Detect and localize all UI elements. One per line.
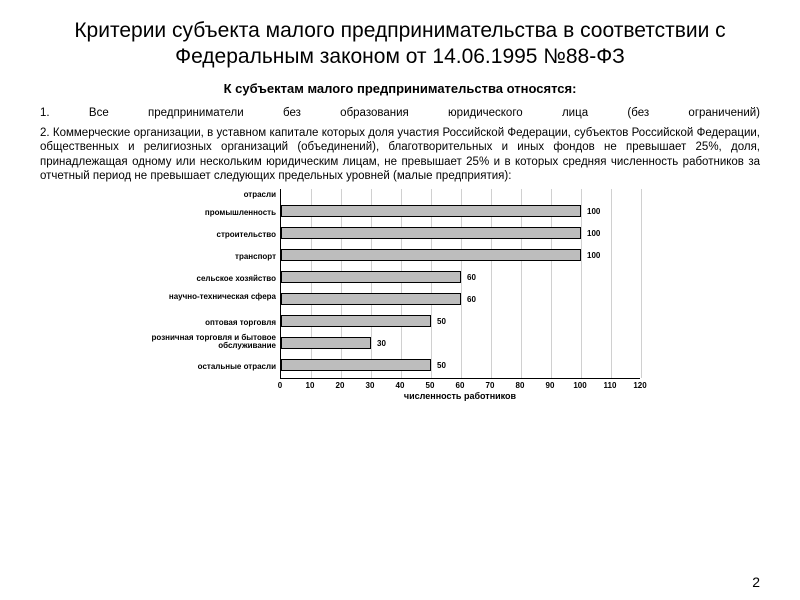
bar-row: 100 [281, 201, 641, 221]
bar-row: 60 [281, 289, 641, 309]
category-label: остальные отрасли [150, 363, 276, 371]
x-tick: 0 [278, 381, 282, 390]
category-label: оптовая торговля [150, 319, 276, 327]
bar-value: 50 [437, 317, 446, 326]
bar [281, 227, 581, 239]
bar [281, 293, 461, 305]
page-number: 2 [752, 574, 760, 590]
bar [281, 359, 431, 371]
bar [281, 337, 371, 349]
bar-value: 100 [587, 207, 600, 216]
x-tick: 80 [516, 381, 525, 390]
x-tick: 10 [306, 381, 315, 390]
x-tick: 60 [456, 381, 465, 390]
slide: Критерии субъекта малого предприниматель… [0, 0, 800, 600]
paragraph-1: 1. Все предприниматели без образования ю… [40, 106, 760, 120]
x-tick: 20 [336, 381, 345, 390]
bar-row: 100 [281, 223, 641, 243]
bar [281, 271, 461, 283]
bar [281, 205, 581, 217]
y-axis-title: отрасли [150, 191, 276, 199]
x-tick: 90 [546, 381, 555, 390]
x-tick: 100 [573, 381, 586, 390]
paragraph-2: 2. Коммерческие организации, в уставном … [40, 126, 760, 184]
bar-row: 30 [281, 333, 641, 353]
category-label: розничная торговля и бытовое обслуживани… [150, 334, 276, 350]
bar-row: 50 [281, 311, 641, 331]
x-tick: 40 [396, 381, 405, 390]
bar-chart: отрасли промышленность строительство тра… [150, 189, 650, 401]
bar-row: 50 [281, 355, 641, 375]
x-axis-ticks: 0102030405060708090100110120 [280, 379, 640, 391]
grid-line [641, 189, 642, 378]
x-tick: 120 [633, 381, 646, 390]
bar-row: 100 [281, 245, 641, 265]
x-tick: 110 [604, 381, 617, 390]
category-label: сельское хозяйство [150, 275, 276, 283]
bar [281, 315, 431, 327]
subtitle: К субъектам малого предпринимательства о… [40, 81, 760, 96]
bar-value: 100 [587, 229, 600, 238]
bar-value: 100 [587, 251, 600, 260]
category-label: транспорт [150, 253, 276, 261]
x-tick: 30 [366, 381, 375, 390]
category-label: научно-техническая сфера [150, 293, 276, 301]
bar [281, 249, 581, 261]
bar-value: 30 [377, 339, 386, 348]
x-axis-title: численность работников [280, 391, 640, 401]
bar-value: 60 [467, 295, 476, 304]
page-title: Критерии субъекта малого предприниматель… [40, 18, 760, 71]
plot-area: 100 100 100 60 60 50 30 50 [280, 189, 640, 379]
x-tick: 70 [486, 381, 495, 390]
bar-row: 60 [281, 267, 641, 287]
x-tick: 50 [426, 381, 435, 390]
bar-value: 50 [437, 361, 446, 370]
bar-value: 60 [467, 273, 476, 282]
category-label: промышленность [150, 209, 276, 217]
category-label: строительство [150, 231, 276, 239]
